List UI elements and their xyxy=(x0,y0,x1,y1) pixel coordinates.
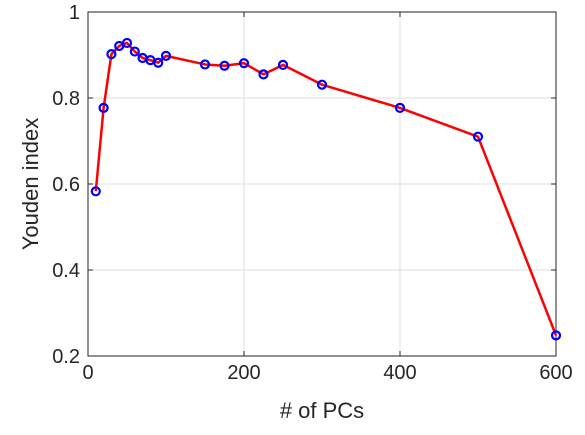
x-tick-label: 0 xyxy=(82,362,93,384)
data-point xyxy=(277,59,289,70)
data-point xyxy=(472,131,484,142)
data-point xyxy=(199,59,211,70)
data-point xyxy=(316,79,328,90)
x-axis-label: # of PCs xyxy=(280,398,364,423)
y-tick-label: 0.8 xyxy=(52,88,80,110)
data-point xyxy=(106,49,117,60)
data-point xyxy=(129,46,140,57)
ticks xyxy=(87,11,557,357)
y-tick-label: 0.2 xyxy=(52,346,80,368)
data-point xyxy=(160,50,172,61)
y-tick-label: 1 xyxy=(69,2,80,24)
data-point xyxy=(219,60,230,71)
data-point xyxy=(258,69,269,80)
y-tick-label: 0.6 xyxy=(52,174,80,196)
data-point xyxy=(98,102,109,113)
y-axis-label: Youden index xyxy=(18,118,43,251)
data-point xyxy=(153,57,164,68)
series xyxy=(90,37,562,341)
data-point xyxy=(238,58,250,69)
x-tick-label: 600 xyxy=(539,362,572,384)
tick-labels: 0 200 400 600 0.2 0.4 0.6 0.8 1 xyxy=(52,2,573,384)
x-tick-label: 400 xyxy=(383,362,416,384)
x-tick-label: 200 xyxy=(227,362,260,384)
data-point xyxy=(394,102,406,113)
data-point xyxy=(550,330,562,341)
y-tick-label: 0.4 xyxy=(52,260,80,282)
data-point xyxy=(121,37,133,49)
series-line xyxy=(94,41,558,336)
data-point xyxy=(90,186,101,197)
